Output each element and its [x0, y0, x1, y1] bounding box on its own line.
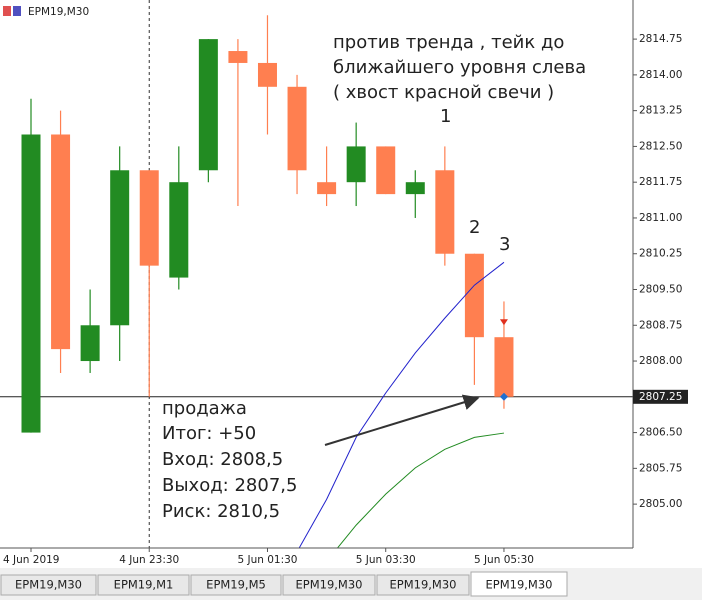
- trade-text: продажа: [162, 398, 247, 419]
- candle-body: [435, 170, 455, 254]
- last-price-box: [633, 389, 688, 404]
- x-tick-label: 5 Jun 01:30: [237, 554, 297, 566]
- y-tick-label: 2808.00: [639, 355, 682, 367]
- candle-body: [346, 146, 366, 183]
- tab-label[interactable]: EPM19,M30: [15, 578, 82, 592]
- candle-body: [494, 337, 514, 397]
- exit-marker: [499, 392, 508, 401]
- x-tick-label: 4 Jun 2019: [3, 554, 59, 566]
- y-tick-label: 2805.00: [639, 498, 682, 510]
- arrow: [324, 394, 480, 446]
- candle-body: [21, 134, 41, 433]
- x-tick-label: 5 Jun 05:30: [474, 554, 534, 566]
- tab[interactable]: [97, 574, 190, 596]
- candle-body: [51, 134, 71, 350]
- tab-label[interactable]: EPM19,M30: [486, 578, 553, 592]
- candle-body: [317, 182, 337, 195]
- icon: [13, 6, 21, 16]
- tab[interactable]: [282, 574, 376, 596]
- y-tick-label: 2809.50: [639, 284, 682, 296]
- tab-label[interactable]: EPM19,M30: [296, 578, 363, 592]
- candle-body: [80, 325, 100, 362]
- tab-label[interactable]: EPM19,M30: [390, 578, 457, 592]
- y-tick-label: 2808.75: [639, 319, 682, 331]
- point-label: 3: [499, 234, 510, 255]
- candle-body: [257, 62, 277, 87]
- tab[interactable]: [470, 571, 568, 597]
- y-tick-label: 2812.50: [639, 140, 682, 152]
- annotation: ( хвост красной свечи ): [333, 82, 554, 103]
- annotation: против тренда , тейк до: [333, 32, 564, 53]
- tab-label[interactable]: EPM19,M5: [206, 578, 266, 592]
- candle-body: [464, 253, 484, 338]
- tab[interactable]: [190, 574, 282, 596]
- tab[interactable]: [376, 574, 470, 596]
- last-price-label: 2807.25: [639, 391, 682, 403]
- y-tick-label: 2814.75: [639, 33, 682, 45]
- x-tick-label: 4 Jun 23:30: [119, 554, 179, 566]
- point-label: 2: [469, 217, 480, 238]
- y-tick-label: 2810.25: [639, 248, 682, 260]
- tab[interactable]: [0, 574, 97, 596]
- trade-text: Итог: +50: [162, 423, 256, 444]
- y-tick-label: 2806.50: [639, 427, 682, 439]
- x-tick-label: 5 Jun 03:30: [356, 554, 416, 566]
- candle-body: [405, 182, 425, 195]
- plot-area: [0, 0, 633, 548]
- candle-body: [110, 170, 130, 326]
- candle-body: [198, 39, 218, 171]
- candle-body: [287, 86, 307, 171]
- candle-body: [139, 170, 159, 266]
- y-tick-label: 2813.25: [639, 105, 682, 117]
- point-label: 1: [440, 106, 451, 127]
- y-tick-label: 2811.75: [639, 176, 682, 188]
- ma-line-path: [336, 432, 505, 548]
- ma-line: [298, 261, 505, 548]
- y-tick-label: 2811.00: [639, 212, 682, 224]
- trade-text: Риск: 2810,5: [162, 501, 280, 522]
- y-tick-label: 2805.75: [639, 462, 682, 474]
- candle-body: [376, 146, 396, 195]
- chart-title: EPM19,M30: [28, 6, 89, 18]
- tabs: EPM19,M30 EPM19,M1 EPM19,M5 EPM19,M30 EPM19,…: [0, 571, 568, 597]
- trade-text: Вход: 2808,5: [162, 449, 283, 470]
- trade-text: Выход: 2807,5: [162, 475, 297, 496]
- tab-label[interactable]: EPM19,M1: [114, 578, 174, 592]
- ma-line-path: [298, 261, 505, 548]
- icon: [3, 6, 11, 16]
- sell-marker: [499, 319, 508, 326]
- annotation: ближайшего уровня слева: [333, 57, 586, 78]
- ma-line: [336, 432, 505, 548]
- candle-body: [169, 182, 189, 278]
- y-tick-label: 2814.00: [639, 69, 682, 81]
- candle-body: [228, 51, 248, 63]
